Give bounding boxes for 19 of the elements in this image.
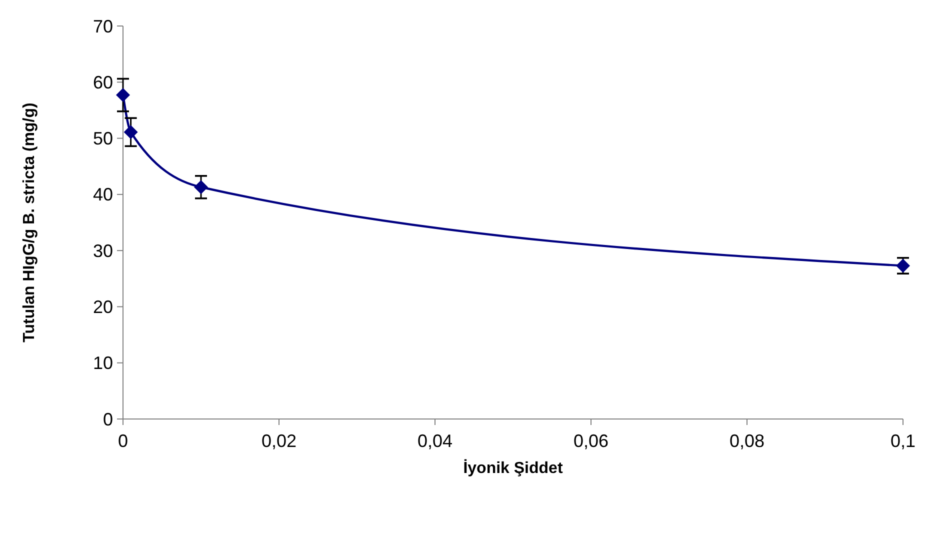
- y-tick-label: 60: [92, 72, 113, 92]
- x-tick-label: 0,08: [729, 431, 765, 451]
- y-tick-label: 10: [92, 353, 113, 374]
- point: [116, 88, 130, 102]
- x-tick-label: 0,06: [573, 431, 609, 451]
- x-tick-label: 0,04: [417, 431, 453, 451]
- y-tick-label: 70: [92, 16, 113, 36]
- x-tick-label: 0,1: [890, 431, 916, 451]
- y-tick-label: 0: [102, 409, 113, 430]
- y-tick-label: 50: [92, 128, 113, 149]
- y-tick-label: 20: [92, 297, 113, 318]
- point: [194, 180, 208, 194]
- y-tick-label: 30: [92, 240, 113, 261]
- point: [124, 125, 138, 140]
- y-axis-title: Tutulan HIgG/g B. stricta (mg/g): [21, 102, 38, 342]
- x-tick-label: 0,02: [261, 431, 297, 451]
- x-tick-label: 0: [118, 431, 128, 451]
- y-tick-label: 40: [92, 184, 113, 205]
- x-axis-title: İyonik Şiddet: [463, 459, 564, 477]
